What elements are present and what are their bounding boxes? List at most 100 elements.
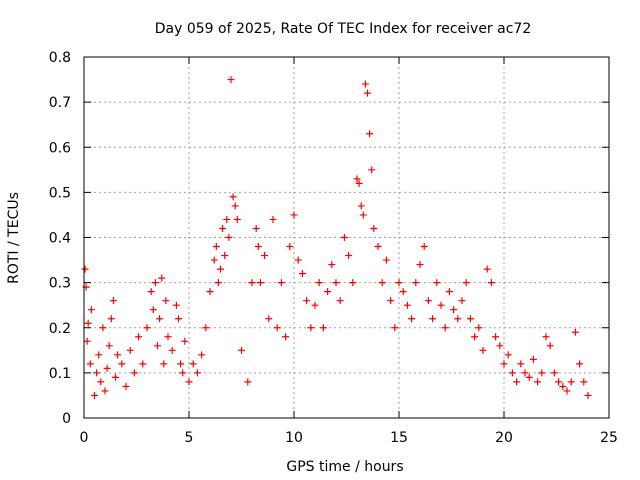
data-point <box>189 360 197 368</box>
data-point <box>424 297 432 305</box>
data-point <box>273 324 281 332</box>
y-tick-label: 0.5 <box>49 185 71 201</box>
data-point <box>550 369 558 377</box>
x-tick-label: 5 <box>185 430 194 446</box>
data-point <box>160 360 168 368</box>
data-point <box>185 378 193 386</box>
data-point <box>212 243 220 251</box>
data-point <box>198 351 206 359</box>
data-point <box>233 215 241 223</box>
y-tick-label: 0 <box>62 411 71 427</box>
data-point <box>93 369 101 377</box>
data-point <box>238 346 245 354</box>
x-tick-label: 0 <box>80 430 89 446</box>
data-point <box>103 364 111 372</box>
data-point <box>368 166 376 174</box>
data-point <box>151 279 159 287</box>
data-point <box>254 243 262 251</box>
data-point <box>521 369 529 377</box>
data-point <box>105 342 113 350</box>
data-point <box>399 288 407 296</box>
data-point <box>294 256 302 264</box>
data-point <box>143 324 151 332</box>
data-point <box>471 333 479 341</box>
data-point <box>139 360 147 368</box>
data-point <box>340 234 348 241</box>
data-point <box>122 382 130 390</box>
data-point <box>374 243 382 251</box>
data-point <box>508 369 516 377</box>
gridlines <box>84 57 609 418</box>
data-point <box>149 306 157 314</box>
data-point <box>496 342 504 350</box>
data-point <box>282 333 290 341</box>
data-point <box>221 252 229 260</box>
data-point <box>483 265 491 273</box>
data-point <box>265 315 273 323</box>
data-point <box>412 279 420 287</box>
data-point <box>563 387 571 395</box>
data-point <box>504 351 512 359</box>
data-point <box>567 378 575 386</box>
data-point <box>175 315 182 323</box>
data-point <box>513 378 521 386</box>
data-point <box>177 360 185 368</box>
data-point <box>576 360 584 368</box>
data-point <box>158 274 166 282</box>
data-point <box>382 256 390 264</box>
data-point <box>114 351 122 359</box>
x-tick-label: 10 <box>285 430 303 446</box>
data-point <box>441 324 449 332</box>
data-point <box>433 279 441 287</box>
x-tick-label: 15 <box>390 430 408 446</box>
data-point <box>555 378 563 386</box>
data-point <box>328 261 336 269</box>
data-point <box>500 360 508 368</box>
data-point <box>210 256 218 264</box>
data-point <box>387 297 395 305</box>
y-tick-label: 0.7 <box>49 95 71 111</box>
data-point <box>193 369 201 377</box>
data-point <box>349 279 357 287</box>
data-point <box>492 333 500 341</box>
y-tick-label: 0.6 <box>49 140 71 156</box>
data-point <box>286 243 294 251</box>
data-point <box>391 324 399 332</box>
data-point <box>315 279 323 287</box>
data-point <box>345 252 353 260</box>
data-point <box>83 337 91 345</box>
data-point <box>277 279 285 287</box>
y-tick-label: 0.2 <box>49 321 71 337</box>
data-point <box>319 324 327 332</box>
data-point <box>91 391 98 399</box>
data-point <box>84 319 92 327</box>
data-point <box>420 243 428 251</box>
data-point <box>118 360 126 368</box>
data-point <box>416 261 424 269</box>
data-point <box>172 301 180 309</box>
data-point <box>450 306 458 314</box>
x-axis-label: GPS time / hours <box>286 459 403 475</box>
data-point <box>154 342 161 350</box>
data-point <box>179 369 187 377</box>
data-point <box>229 193 237 201</box>
axis-ticks: 0 0.1 0.2 0.3 0.4 0.5 0.6 0.7 0.8 0 5 10 15 20 25 <box>49 50 618 446</box>
data-point <box>546 342 554 350</box>
data-point <box>336 297 344 305</box>
data-point <box>571 328 579 336</box>
data-point <box>353 175 361 183</box>
data-point <box>99 324 107 332</box>
data-point <box>95 351 103 359</box>
data-point <box>355 179 363 187</box>
data-point <box>462 279 470 287</box>
data-point <box>156 315 164 323</box>
data-point <box>307 324 315 332</box>
data-point <box>454 315 462 323</box>
data-point <box>332 279 340 287</box>
data-point <box>206 288 214 296</box>
data-point <box>162 297 170 305</box>
data-point <box>525 373 533 381</box>
data-point <box>445 288 453 296</box>
